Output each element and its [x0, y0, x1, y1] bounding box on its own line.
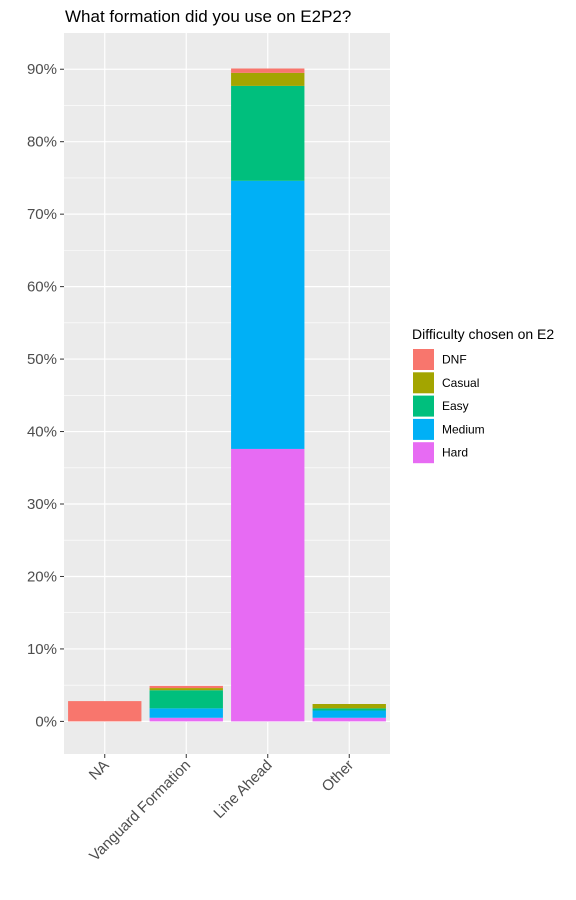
- bar-segment-hard: [231, 448, 305, 722]
- y-tick-label: 10%: [27, 641, 57, 658]
- legend-label: Casual: [442, 376, 479, 390]
- y-tick-label: 60%: [27, 279, 57, 296]
- bar-segment-easy: [312, 708, 386, 711]
- y-tick-label: 40%: [27, 424, 57, 441]
- y-tick-label: 80%: [27, 134, 57, 151]
- x-tick-label: NA: [86, 757, 113, 784]
- bar-segment-dnf: [149, 685, 223, 689]
- legend: Difficulty chosen on E2 DNF Casual Easy Med…: [412, 326, 554, 464]
- legend-label: Hard: [442, 446, 468, 460]
- chart-title: What formation did you use on E2P2?: [65, 7, 351, 26]
- bar-segment-medium: [149, 708, 223, 718]
- legend-key-hard: [413, 442, 434, 464]
- y-axis: 0% 10% 20% 30% 40% 50% 60% 70% 80% 90%: [27, 61, 64, 730]
- bar-segment-dnf: [68, 701, 142, 722]
- legend-label: Medium: [442, 422, 485, 436]
- y-tick-label: 90%: [27, 61, 57, 78]
- bar-segment-easy: [149, 690, 223, 709]
- y-tick-label: 20%: [27, 568, 57, 585]
- y-tick-label: 0%: [35, 713, 57, 730]
- x-tick-label: Other: [319, 757, 358, 796]
- legend-label: DNF: [442, 353, 467, 367]
- legend-key-dnf: [413, 349, 434, 370]
- y-tick-label: 50%: [27, 351, 57, 368]
- y-tick-label: 30%: [27, 496, 57, 513]
- bar-segment-medium: [231, 180, 305, 449]
- bar-segment-medium: [312, 710, 386, 718]
- bar-segment-casual: [149, 688, 223, 691]
- bar-segment-hard: [312, 717, 386, 722]
- bar-segment-casual: [312, 704, 386, 709]
- legend-key-medium: [413, 418, 434, 440]
- legend-label: Easy: [442, 399, 469, 413]
- plot-panel: [64, 33, 390, 754]
- bar-segment-dnf: [231, 68, 305, 73]
- bar-segment-casual: [231, 72, 305, 86]
- legend-key-easy: [413, 395, 434, 417]
- legend-title: Difficulty chosen on E2: [412, 326, 554, 342]
- bar-segment-easy: [231, 85, 305, 181]
- legend-key-casual: [413, 372, 434, 394]
- x-tick-label: Line Ahead: [210, 757, 275, 822]
- y-tick-label: 70%: [27, 206, 57, 223]
- bars: [68, 68, 386, 722]
- bar-segment-hard: [149, 717, 223, 722]
